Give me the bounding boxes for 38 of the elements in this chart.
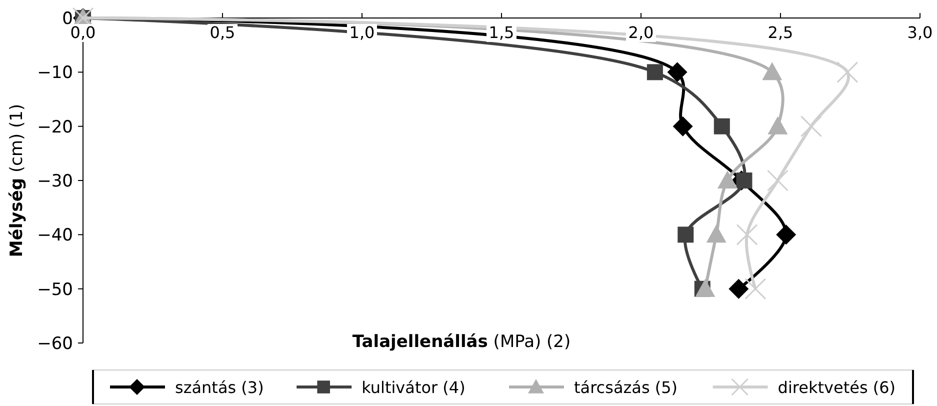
- x-tick-label: 2,0: [628, 23, 654, 42]
- y-tick-label: −40: [37, 226, 73, 246]
- point: [695, 278, 716, 297]
- legend-label: szántás (3): [175, 378, 264, 397]
- point: [836, 61, 858, 83]
- legend-label: tárcsázás (5): [574, 378, 678, 397]
- x-tick-label: 1,5: [488, 23, 514, 42]
- y-tick-label: −60: [37, 334, 73, 354]
- point: [714, 118, 730, 134]
- y-tick-label: −50: [37, 280, 73, 300]
- x-tick-label: 3,0: [907, 23, 933, 42]
- point: [736, 224, 758, 246]
- point: [768, 116, 788, 134]
- point: [776, 224, 796, 245]
- x-tick-label: 2,5: [768, 23, 794, 42]
- x-tick-label: 0,5: [210, 23, 236, 42]
- point: [672, 116, 693, 136]
- point: [800, 116, 822, 138]
- point: [706, 224, 726, 243]
- x-axis-title: Talajellenállás (MPa) (2): [352, 332, 571, 352]
- y-tick-label: −20: [37, 117, 73, 138]
- point: [736, 172, 752, 188]
- point: [717, 170, 738, 188]
- point: [667, 62, 688, 82]
- point: [762, 62, 782, 80]
- point: [646, 64, 663, 80]
- x-tick-label: 0,0: [70, 23, 96, 42]
- x-tick-label: 1,0: [349, 23, 375, 42]
- y-tick-label: 0: [62, 9, 73, 29]
- point: [678, 226, 694, 243]
- y-tick-label: −30: [37, 172, 73, 192]
- y-tick-label: −10: [37, 63, 73, 84]
- legend-label: direktvetés (6): [778, 378, 896, 397]
- point: [728, 278, 749, 299]
- point: [744, 278, 766, 300]
- point: [766, 170, 788, 192]
- legend-label: kultivátor (4): [362, 378, 466, 397]
- y-axis-title: Mélység (cm) (1): [7, 104, 27, 258]
